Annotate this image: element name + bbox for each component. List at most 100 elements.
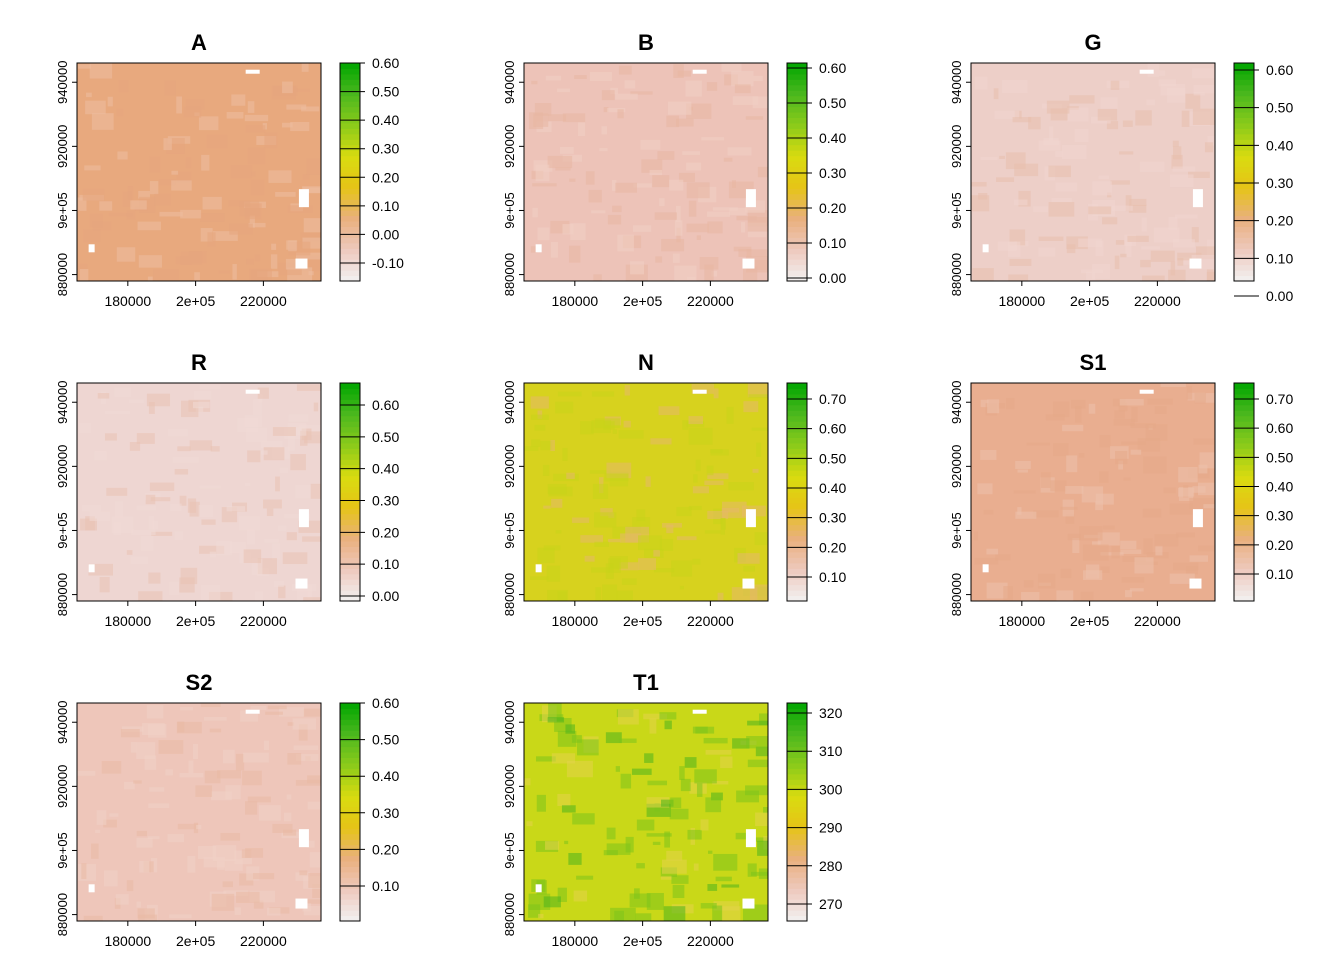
raster-patch [148,515,155,530]
raster-patch [996,177,1015,183]
raster-patch [1015,511,1037,519]
raster-patch [1056,590,1074,601]
raster-patch [1074,129,1089,142]
nodata-area [245,709,260,714]
raster-patch [684,757,697,768]
legend-color-step [340,724,360,731]
raster-patch [717,592,724,601]
raster-patch [85,516,95,531]
legend-color-step [787,155,807,162]
legend-tick-label: 0.10 [819,569,846,585]
raster-patch [257,387,269,399]
raster-patch [169,581,180,596]
raster-patch [980,450,997,460]
raster-patch [634,888,640,899]
raster-patch [986,582,1008,599]
x-tick-label: 2e+05 [1070,293,1110,309]
raster-patch [543,505,551,509]
raster-patch [200,703,221,708]
legend-color-step [340,735,360,742]
raster-patch [114,387,132,397]
raster-patch [84,165,101,171]
raster-patch [685,80,702,97]
legend-color-step [787,475,807,482]
raster-patch [1078,453,1085,458]
raster-patch [117,151,128,160]
plot-frame [76,382,322,602]
raster-patch [1177,257,1202,265]
raster-patch [203,716,227,721]
raster-patch [1169,174,1194,188]
legend-color-step [340,703,360,709]
legend-tick-label: 0.10 [372,556,399,572]
raster-patch [283,829,297,836]
raster-patch [138,591,163,601]
nodata-area [1139,69,1154,74]
legend-color-step [1234,568,1254,575]
legend-color-step [340,481,360,488]
legend-color-step [787,535,807,542]
raster-patch [1062,144,1087,160]
raster-patch [302,536,321,542]
nodata-area [88,244,95,253]
legend-color-step [340,757,360,764]
raster-patch [600,508,613,517]
raster-patch [1021,592,1040,601]
raster-patch [1120,253,1127,258]
legend-color-step [340,475,360,482]
raster-patch [618,430,644,439]
legend-color-step [340,773,360,780]
raster-patch [751,871,768,876]
raster-patch [1065,486,1084,494]
raster-patch [682,420,689,430]
raster-patch [297,589,311,601]
raster-patch [295,754,319,761]
legend-color-step [787,470,807,477]
legend-color-step [787,383,807,389]
raster-patch [682,151,701,155]
legend-tick-label: 0.40 [819,480,846,496]
raster-patch [602,584,618,601]
legend-color-step [1234,453,1254,460]
legend-color-step [1234,421,1254,428]
raster-patch [1097,532,1120,546]
raster-patch [229,223,253,235]
raster-patch [109,813,119,817]
legend-color-step [340,828,360,835]
legend-color-step [1234,210,1254,217]
raster-patch [207,232,216,247]
raster-patch [293,745,319,751]
y-tick-label: 9e+05 [502,512,517,549]
legend-color-step [787,270,807,277]
raster-patch [115,894,129,905]
raster-patch [588,189,602,203]
raster-patch [636,509,646,522]
legend-frame [786,62,808,282]
raster-patch [163,138,172,151]
legend-color-step [340,237,360,244]
y-tick-label: 880000 [55,253,70,296]
legend-color-step [1234,513,1254,520]
plot-frame [970,382,1216,602]
raster-patch [531,439,541,447]
nodata-area [535,564,542,573]
raster-patch [1206,269,1214,281]
legend-color-step [340,188,360,195]
raster-patch [77,263,88,270]
raster-patch [1171,154,1183,169]
nodata-area [88,564,95,573]
raster-patch [1113,418,1135,426]
raster-patch [531,80,538,85]
y-tick-label: 940000 [55,381,70,424]
y-tick-label: 9e+05 [55,512,70,549]
nodata-area [535,244,542,253]
raster-patch [732,738,750,749]
raster-patch [1146,99,1155,106]
raster-patch [580,421,594,435]
raster-patch [189,440,213,451]
legend-color-step [1234,415,1254,422]
legend-tick-label: 0.30 [1266,175,1293,191]
raster-patch [139,861,150,873]
raster-patch [137,908,155,919]
raster-patch [754,532,768,546]
